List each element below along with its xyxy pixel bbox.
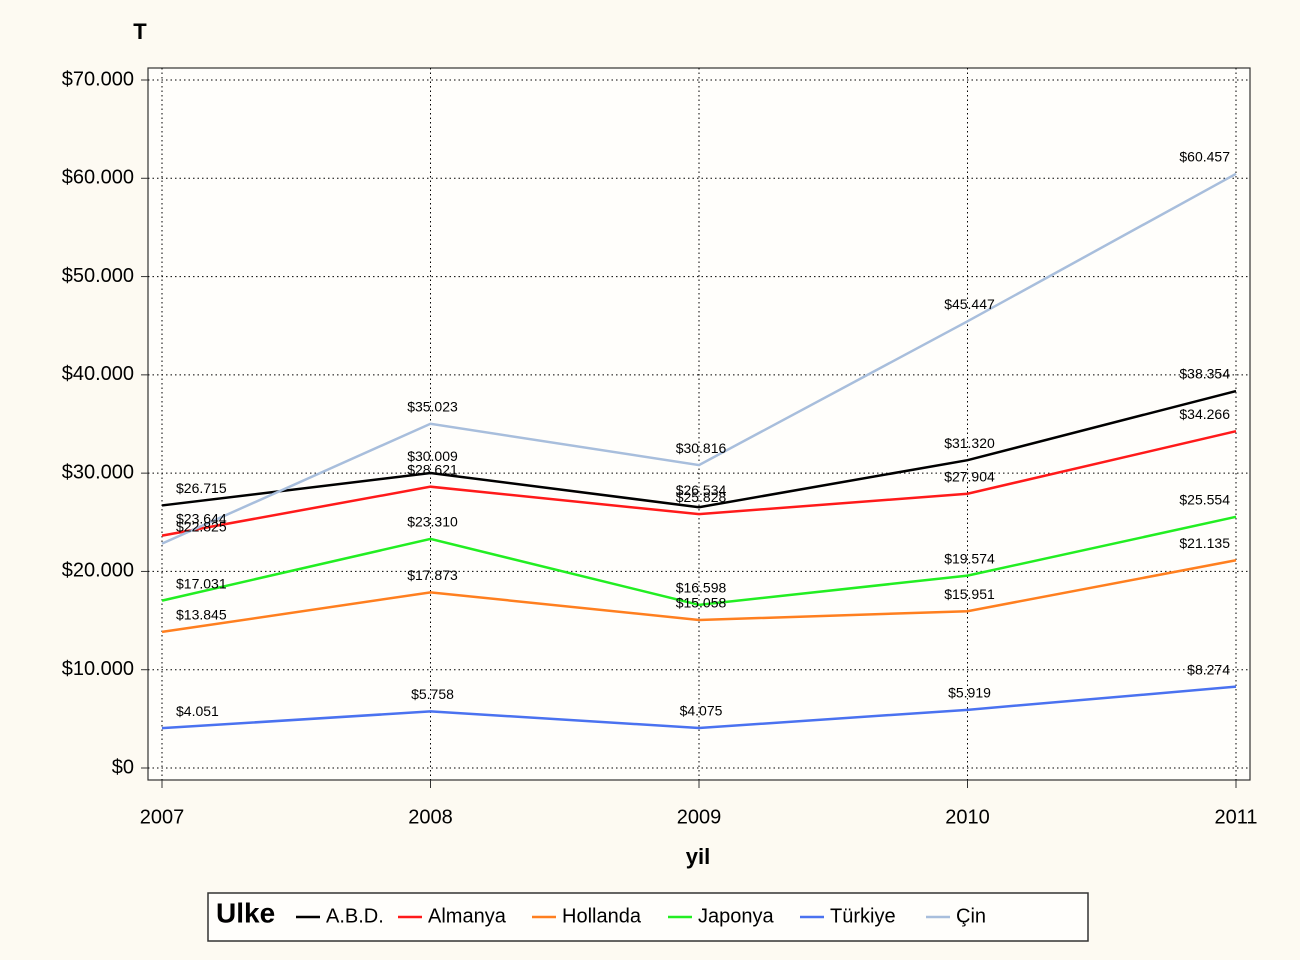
value-label: $60.457: [1179, 148, 1230, 164]
value-label: $25.554: [1179, 492, 1230, 508]
value-label: $21.135: [1179, 535, 1230, 551]
value-label: $30.009: [407, 448, 458, 464]
value-label: $26.715: [176, 480, 227, 496]
value-label: $5.758: [411, 686, 454, 702]
series-line: [161, 429, 1237, 537]
legend-label: Çin: [956, 905, 986, 927]
value-label: $15.058: [676, 595, 727, 611]
series-line: [161, 389, 1237, 509]
series-line: [161, 559, 1237, 634]
x-tick-label: 2009: [677, 806, 722, 828]
y-tick-label: $40.000: [62, 363, 134, 385]
x-tick-label: 2008: [408, 806, 453, 828]
value-label: $35.023: [407, 398, 458, 414]
value-label: $5.919: [948, 685, 991, 701]
value-label: $28.621: [407, 461, 458, 477]
value-label: $23.310: [407, 514, 458, 530]
value-label: $22.825: [176, 518, 227, 534]
value-label: $26.534: [676, 482, 727, 498]
x-tick-label: 2007: [140, 806, 185, 828]
value-label: $27.904: [944, 468, 995, 484]
value-label: $34.266: [1179, 406, 1230, 422]
legend-label: Japonya: [698, 905, 774, 927]
value-label: $25.828: [676, 489, 727, 505]
chart-title: T: [133, 19, 147, 44]
y-tick-label: $0: [112, 756, 134, 778]
y-tick-label: $20.000: [62, 560, 134, 582]
value-label: $31.320: [944, 435, 995, 451]
value-label: $4.051: [176, 703, 219, 719]
value-label: $16.598: [676, 580, 727, 596]
x-tick-label: 2010: [945, 806, 990, 828]
legend-label: Almanya: [428, 905, 507, 927]
y-tick-label: $30.000: [62, 461, 134, 483]
series-line: [161, 515, 1237, 607]
value-label: $23.644: [176, 510, 227, 526]
value-label: $45.447: [944, 296, 995, 312]
value-label: $19.574: [944, 550, 995, 566]
value-label: $17.873: [407, 567, 458, 583]
series-line: [161, 685, 1237, 730]
value-label: $30.816: [676, 440, 727, 456]
x-tick-label: 2011: [1214, 806, 1257, 828]
series-line: [161, 172, 1237, 545]
y-tick-label: $10.000: [62, 658, 134, 680]
y-tick-label: $70.000: [62, 68, 134, 90]
value-label: $38.354: [1179, 366, 1230, 382]
value-label: $13.845: [176, 607, 227, 623]
legend-label: A.B.D.: [326, 905, 384, 927]
y-tick-label: $50.000: [62, 265, 134, 287]
value-label: $8.274: [1187, 661, 1230, 677]
value-label: $17.031: [176, 575, 227, 591]
legend-label: Türkiye: [830, 905, 896, 927]
legend-label: Hollanda: [562, 905, 642, 927]
x-axis-label: yil: [686, 844, 710, 869]
y-tick-label: $60.000: [62, 167, 134, 189]
value-label: $4.075: [680, 703, 723, 719]
value-label: $15.951: [944, 586, 995, 602]
legend-title: Ulke: [216, 897, 275, 928]
